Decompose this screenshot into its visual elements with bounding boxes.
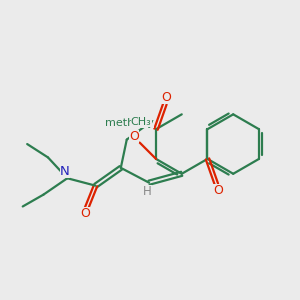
Text: H: H (143, 184, 152, 197)
Text: O: O (129, 130, 139, 142)
Text: methoxy: methoxy (105, 118, 154, 128)
Text: O: O (80, 207, 90, 220)
Text: O: O (213, 184, 223, 196)
Text: O: O (161, 92, 171, 104)
Text: N: N (60, 165, 70, 178)
Text: CH₃: CH₃ (131, 117, 152, 127)
